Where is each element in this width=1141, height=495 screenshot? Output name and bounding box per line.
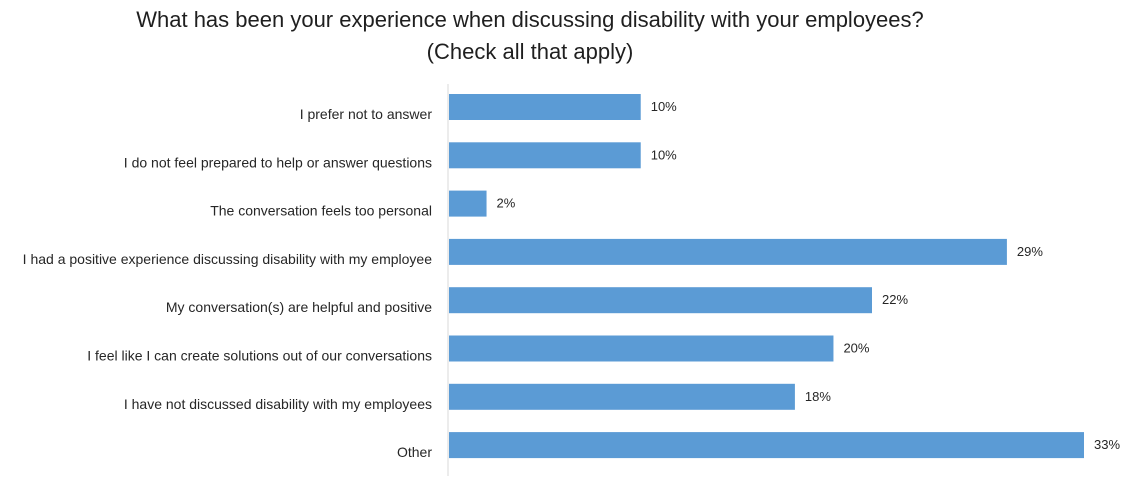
category-label: I feel like I can create solutions out o… [87, 348, 432, 364]
category-label: I do not feel prepared to help or answer… [124, 154, 432, 170]
bars-group: I prefer not to answer 10% I do not feel p… [23, 94, 1120, 460]
bar [449, 383, 795, 410]
category-label: The conversation feels too personal [210, 203, 432, 219]
data-label: 29% [1017, 244, 1043, 259]
category-label: My conversation(s) are helpful and posit… [166, 299, 432, 315]
category-label: I had a positive experience discussing d… [23, 251, 433, 267]
chart-title: What has been your experience when discu… [136, 7, 924, 64]
category-label: I prefer not to answer [300, 106, 433, 122]
data-label: 33% [1094, 437, 1120, 452]
bar [449, 432, 1084, 459]
bar [449, 287, 872, 314]
bar [449, 335, 834, 362]
data-label: 10% [651, 99, 677, 114]
category-label: Other [397, 444, 432, 460]
category-label: I have not discussed disability with my … [124, 396, 432, 412]
data-label: 20% [843, 341, 869, 356]
data-label: 2% [497, 196, 516, 211]
data-label: 22% [882, 292, 908, 307]
data-label: 10% [651, 147, 677, 162]
bar [449, 142, 641, 169]
bar [449, 238, 1007, 265]
bar [449, 94, 641, 120]
bar [449, 190, 487, 217]
data-label: 18% [805, 389, 831, 404]
